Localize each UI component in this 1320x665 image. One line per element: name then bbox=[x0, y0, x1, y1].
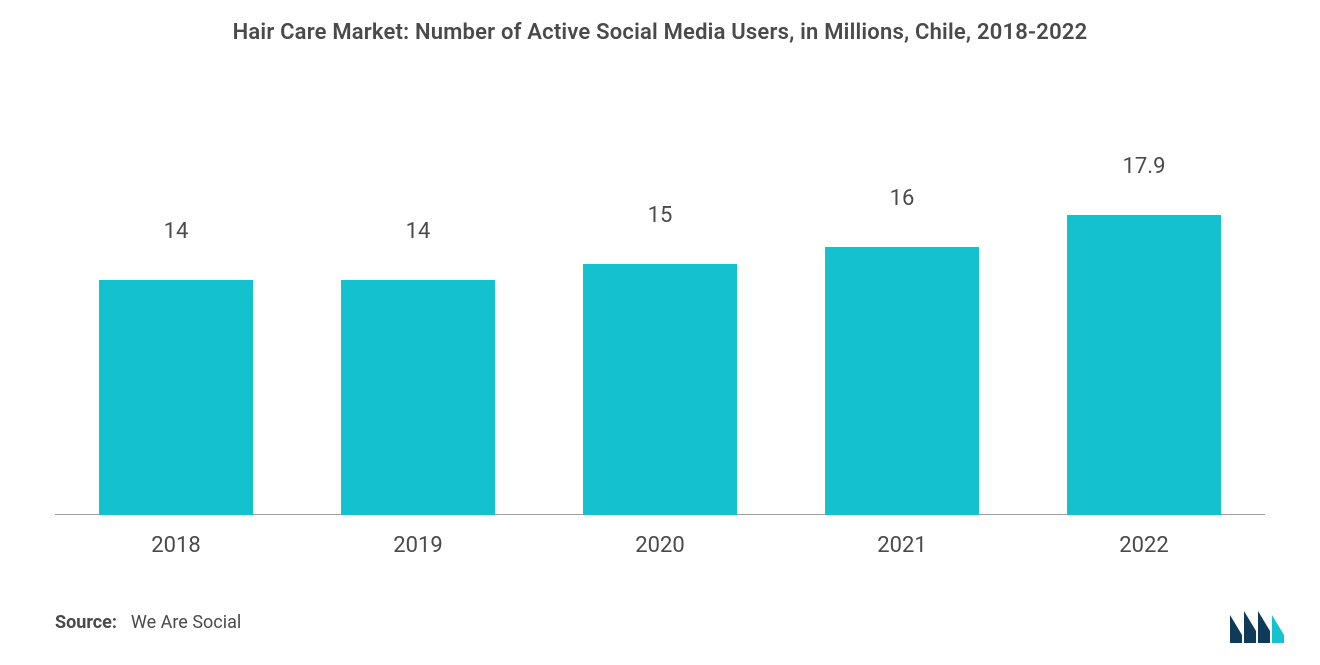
chart-title: Hair Care Market: Number of Active Socia… bbox=[0, 20, 1320, 45]
mordor-intelligence-logo-icon bbox=[1230, 607, 1292, 643]
bar-category-label: 2021 bbox=[781, 533, 1023, 558]
source-label: Source: bbox=[55, 612, 117, 633]
bar-category-label: 2022 bbox=[1023, 533, 1265, 558]
bar bbox=[99, 280, 253, 515]
bar-value-label: 16 bbox=[781, 186, 1023, 211]
bar bbox=[583, 264, 737, 515]
bar-category-label: 2020 bbox=[539, 533, 781, 558]
bar bbox=[825, 247, 979, 515]
bar-value-label: 14 bbox=[55, 219, 297, 244]
source-value: We Are Social bbox=[131, 612, 241, 633]
bar-category-label: 2019 bbox=[297, 533, 539, 558]
bar-category-label: 2018 bbox=[55, 533, 297, 558]
source-line: Source: We Are Social bbox=[55, 612, 241, 633]
bar-value-label: 14 bbox=[297, 219, 539, 244]
bar bbox=[341, 280, 495, 515]
bar-value-label: 17.9 bbox=[1023, 154, 1265, 179]
plot-area: 14201814201915202016202117.92022 bbox=[55, 100, 1265, 515]
bar bbox=[1067, 215, 1221, 515]
bar-value-label: 15 bbox=[539, 203, 781, 228]
chart-container: Hair Care Market: Number of Active Socia… bbox=[0, 0, 1320, 665]
